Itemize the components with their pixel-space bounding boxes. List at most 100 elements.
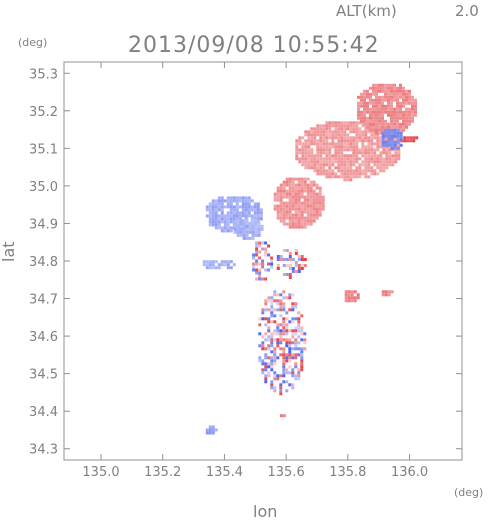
echo-cell bbox=[282, 353, 286, 357]
echo-cell bbox=[381, 137, 385, 141]
echo-cell bbox=[220, 217, 224, 221]
echo-cell bbox=[366, 116, 369, 120]
echo-cell bbox=[217, 263, 221, 267]
echo-cell bbox=[349, 157, 353, 161]
echo-cell bbox=[282, 273, 286, 276]
echo-cell bbox=[282, 305, 286, 309]
echo-cell bbox=[361, 151, 365, 155]
echo-cell bbox=[267, 344, 271, 348]
echo-cell bbox=[319, 142, 323, 146]
echo-cell bbox=[399, 107, 402, 111]
echo-cell bbox=[309, 222, 313, 226]
echo-cell bbox=[270, 265, 274, 269]
echo-region bbox=[233, 218, 264, 240]
echo-cell bbox=[369, 128, 372, 132]
echo-cell bbox=[276, 332, 280, 336]
echo-cell bbox=[402, 125, 405, 129]
echo-cell bbox=[303, 258, 307, 261]
echo-cell bbox=[276, 341, 280, 345]
echo-cell bbox=[273, 386, 277, 390]
echo-cell bbox=[316, 157, 320, 161]
echo-cell bbox=[343, 133, 347, 137]
echo-cell bbox=[369, 98, 372, 102]
echo-cell bbox=[313, 127, 317, 131]
echo-cell bbox=[411, 107, 414, 111]
echo-cell bbox=[358, 172, 362, 176]
echo-cell bbox=[367, 130, 371, 134]
echo-cell bbox=[285, 207, 289, 211]
echo-cell bbox=[285, 380, 289, 384]
x-tick-label: 135.4 bbox=[206, 465, 243, 480]
echo-cell bbox=[214, 266, 218, 270]
echo-cell bbox=[307, 142, 311, 146]
echo-cell bbox=[282, 323, 286, 327]
echo-cell bbox=[229, 196, 233, 200]
echo-cell bbox=[399, 125, 402, 129]
echo-cell bbox=[300, 362, 304, 366]
echo-region bbox=[400, 136, 419, 143]
echo-cell bbox=[273, 329, 277, 333]
echo-cell bbox=[381, 131, 385, 135]
echo-cell bbox=[306, 198, 310, 202]
echo-cell bbox=[352, 124, 356, 128]
y-tick-label: 34.8 bbox=[29, 255, 58, 270]
echo-cell bbox=[358, 175, 362, 179]
echo-cell bbox=[346, 142, 350, 146]
echo-cell bbox=[235, 208, 239, 212]
echo-cell bbox=[304, 166, 308, 170]
echo-cell bbox=[307, 136, 311, 140]
echo-cell bbox=[387, 125, 390, 129]
echo-cell bbox=[325, 148, 329, 152]
echo-cell bbox=[366, 92, 369, 96]
echo-cell bbox=[303, 219, 307, 223]
echo-cell bbox=[393, 128, 397, 132]
echo-cell bbox=[232, 205, 236, 209]
echo-cell bbox=[396, 89, 399, 93]
echo-cell bbox=[279, 189, 283, 193]
echo-cell bbox=[340, 172, 344, 176]
echo-cell bbox=[360, 101, 363, 105]
echo-cell bbox=[217, 226, 221, 230]
echo-cell bbox=[304, 133, 308, 137]
echo-cell bbox=[270, 344, 274, 348]
echo-cell bbox=[279, 347, 283, 351]
echo-cell bbox=[346, 163, 350, 167]
echo-cell bbox=[390, 143, 394, 147]
echo-cell bbox=[270, 299, 274, 303]
echo-cell bbox=[276, 207, 280, 211]
echo-cell bbox=[364, 172, 368, 176]
echo-cell bbox=[217, 202, 221, 206]
echo-cell bbox=[334, 172, 338, 176]
echo-cell bbox=[291, 305, 295, 309]
echo-cell bbox=[217, 208, 221, 212]
echo-cell bbox=[340, 175, 344, 179]
echo-cell bbox=[270, 308, 274, 312]
echo-cell bbox=[256, 208, 260, 212]
echo-cell bbox=[319, 130, 323, 134]
echo-cell bbox=[319, 151, 323, 155]
echo-cell bbox=[340, 130, 344, 134]
echo-cell bbox=[378, 131, 381, 135]
echo-cell bbox=[378, 107, 381, 111]
echo-cell bbox=[390, 131, 394, 135]
echo-cell bbox=[312, 192, 316, 196]
echo-cell bbox=[254, 233, 258, 237]
echo-cell bbox=[360, 110, 363, 114]
echo-cell bbox=[373, 151, 377, 155]
echo-cell bbox=[313, 154, 317, 158]
echo-cell bbox=[352, 151, 356, 155]
echo-cell bbox=[378, 89, 381, 93]
echo-cell bbox=[294, 195, 298, 199]
echo-cell bbox=[261, 277, 265, 281]
echo-cell bbox=[250, 208, 254, 212]
echo-cell bbox=[297, 258, 301, 261]
echo-cell bbox=[273, 362, 277, 366]
echo-cell bbox=[257, 224, 261, 228]
echo-region bbox=[273, 177, 325, 229]
echo-cell bbox=[279, 392, 283, 396]
echo-cell bbox=[309, 216, 313, 220]
echo-cell bbox=[241, 211, 245, 215]
echo-cell bbox=[282, 183, 286, 187]
echo-cell bbox=[309, 192, 313, 196]
echo-cell bbox=[343, 145, 347, 149]
